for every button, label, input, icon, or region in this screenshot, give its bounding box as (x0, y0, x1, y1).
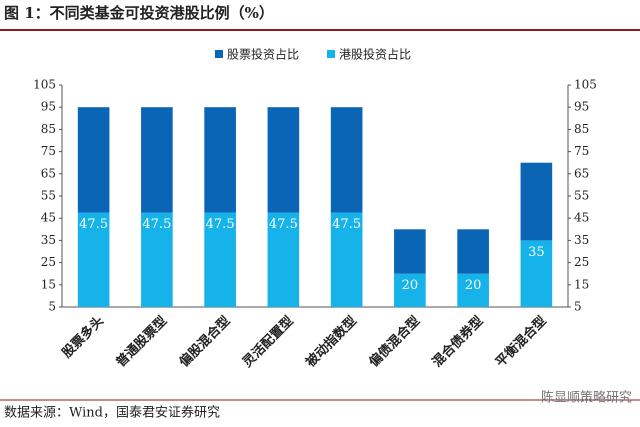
legend-swatch (327, 50, 335, 58)
y-tick-label: 25 (41, 255, 56, 269)
x-tick-label: 平衡混合型 (492, 313, 549, 370)
y-tick-label: 105 (33, 78, 56, 92)
y2-tick-label: 25 (574, 255, 589, 269)
watermark: 陈显顺策略研究 (541, 390, 632, 406)
y-tick-label: 65 (41, 166, 56, 180)
data-label: 47.5 (269, 217, 298, 232)
y-tick-label: 55 (41, 189, 56, 203)
bar-segment (204, 107, 236, 213)
bar-segment (141, 212, 173, 307)
x-tick-label: 偏股混合型 (176, 313, 233, 370)
y-tick-label: 75 (41, 144, 56, 158)
chart-title: 图 1：不同类基金可投资港股比例（%） (4, 4, 274, 22)
source: 数据来源：Wind，国泰君安证券研究 (4, 405, 220, 421)
bar-segment (457, 229, 489, 274)
y-tick-label: 35 (41, 233, 56, 247)
bar-segment (141, 107, 173, 213)
bar-segment (457, 273, 489, 307)
bar-segment (394, 273, 426, 307)
y-tick-label: 15 (41, 277, 56, 291)
y2-tick-label: 55 (574, 189, 589, 203)
legend-label: 股票投资占比 (227, 47, 299, 62)
legend-swatch (215, 50, 223, 58)
y2-tick-label: 95 (574, 100, 589, 114)
y2-tick-label: 85 (574, 122, 589, 136)
bar-segment (394, 229, 426, 274)
y2-tick-label: 35 (574, 233, 589, 247)
y2-tick-label: 65 (574, 166, 589, 180)
bar-segment (520, 240, 553, 307)
x-tick-label: 被动指数型 (302, 313, 360, 371)
y2-tick-label: 5 (574, 300, 582, 314)
x-tick-label: 灵活配置型 (239, 313, 296, 370)
bar-segment (330, 107, 363, 213)
bar-segment (330, 212, 363, 307)
y-tick-label: 5 (48, 300, 56, 314)
legend-label: 港股投资占比 (339, 47, 411, 62)
y2-tick-label: 45 (574, 211, 589, 225)
y2-tick-label: 75 (574, 144, 589, 158)
data-label: 35 (528, 245, 545, 260)
data-label: 20 (402, 278, 419, 293)
x-tick-label: 股票多头 (59, 313, 107, 361)
data-label: 20 (465, 278, 482, 293)
y-tick-label: 45 (41, 211, 56, 225)
bar-segment (520, 162, 553, 241)
x-tick-label: 偏债混合型 (366, 313, 423, 370)
bar-segment (267, 212, 300, 307)
x-tick-label: 普通股票型 (113, 313, 170, 370)
bar-segment (204, 212, 236, 307)
bar-segment (77, 107, 110, 213)
bar-segment (267, 107, 300, 213)
y-tick-label: 95 (41, 100, 56, 114)
x-tick-label: 混合债券型 (429, 313, 486, 370)
y-tick-label: 85 (41, 122, 56, 136)
bar-segment (77, 212, 110, 307)
data-label: 47.5 (332, 217, 361, 232)
y2-tick-label: 105 (574, 78, 597, 92)
data-label: 47.5 (206, 217, 235, 232)
data-label: 47.5 (142, 217, 171, 232)
data-label: 47.5 (79, 217, 108, 232)
y2-tick-label: 15 (574, 277, 589, 291)
